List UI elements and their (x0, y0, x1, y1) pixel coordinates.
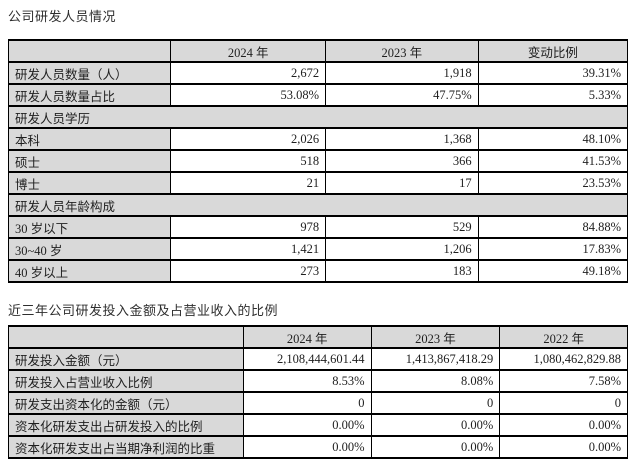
table-row: 本科 2,026 1,368 48.10% (7, 127, 629, 151)
section-label-cell: 研发人员年龄构成 (8, 193, 628, 217)
value-cell: 7.58% (499, 369, 628, 393)
row-label-cell: 研发支出资本化的金额（元） (8, 391, 244, 415)
table-header-row: 2024 年 2023 年 2022 年 (8, 325, 628, 349)
value-cell: 1,206 (325, 237, 479, 261)
value-cell: 47.75% (325, 83, 479, 107)
table-row: 研发投入金额（元） 2,108,444,601.44 1,413,867,418.2… (8, 347, 628, 371)
value-cell: 366 (325, 149, 479, 173)
table-header-row: 2024 年 2023 年变动比例 (7, 39, 629, 63)
value-cell: 17 (325, 171, 479, 195)
value-cell: 978 (170, 215, 327, 239)
rd-personnel-table: 2024 年 2023 年变动比例 研发人员数量（人） 2,672 1,918 39.3… (7, 39, 629, 283)
table-row: 研发人员数量占比 53.08% 47.75% 5.33% (7, 83, 629, 107)
table-row: 30~40 岁 1,421 1,206 17.83% (7, 237, 629, 261)
value-cell: 5.33% (477, 83, 629, 107)
row-label-cell: 研发人员数量（人） (7, 61, 172, 85)
column-header-cell: 2024 年 (170, 39, 327, 63)
column-header-cell: 变动比例 (477, 39, 629, 63)
value-cell: 1,368 (325, 127, 479, 151)
value-cell: 0 (499, 391, 628, 415)
table-row: 40 岁以上 273 183 49.18% (7, 259, 629, 283)
value-cell: 0.00% (242, 413, 372, 437)
row-label-cell: 研发人员数量占比 (7, 83, 172, 107)
value-cell: 23.53% (477, 171, 629, 195)
value-cell: 49.18% (477, 259, 629, 283)
rd-investment-table: 2024 年 2023 年 2022 年 研发投入金额（元） 2,108,444,60… (8, 325, 628, 459)
row-label-cell: 资本化研发支出占研发投入的比例 (8, 413, 244, 437)
value-cell: 1,918 (325, 61, 479, 85)
column-header-cell: 2023 年 (370, 325, 501, 349)
value-cell: 41.53% (477, 149, 629, 173)
value-cell: 0.00% (499, 435, 628, 459)
table-row: 资本化研发支出占研发投入的比例 0.00% 0.00% 0.00% (8, 413, 628, 437)
corner-header-cell (7, 39, 172, 63)
value-cell: 0.00% (370, 413, 501, 437)
value-cell: 183 (325, 259, 479, 283)
row-label-cell: 研发投入占营业收入比例 (8, 369, 244, 393)
value-cell: 0.00% (370, 435, 501, 459)
value-cell: 2,672 (170, 61, 327, 85)
value-cell: 1,421 (170, 237, 327, 261)
row-label-cell: 30~40 岁 (7, 237, 172, 261)
value-cell: 0.00% (242, 435, 372, 459)
value-cell: 518 (170, 149, 327, 173)
value-cell: 48.10% (477, 127, 629, 151)
section-row: 研发人员学历 (8, 105, 628, 129)
row-label-cell: 30 岁以下 (7, 215, 172, 239)
row-label-cell: 资本化研发支出占当期净利润的比重 (8, 435, 244, 459)
value-cell: 2,108,444,601.44 (242, 347, 372, 371)
value-cell: 1,080,462,829.88 (499, 347, 628, 371)
section-title-rd-investment: 近三年公司研发投入金额及占营业收入的比例 (8, 303, 279, 318)
value-cell: 39.31% (477, 61, 629, 85)
column-header-cell: 2024 年 (242, 325, 372, 349)
value-cell: 2,026 (170, 127, 327, 151)
value-cell: 17.83% (477, 237, 629, 261)
value-cell: 0.00% (499, 413, 628, 437)
row-label-cell: 研发投入金额（元） (8, 347, 244, 371)
value-cell: 0 (242, 391, 372, 415)
row-label-cell: 硕士 (7, 149, 172, 173)
table-row: 硕士 518 366 41.53% (7, 149, 629, 173)
table-row: 30 岁以下 978 529 84.88% (7, 215, 629, 239)
value-cell: 1,413,867,418.29 (370, 347, 501, 371)
table-row: 研发投入占营业收入比例 8.53% 8.08% 7.58% (8, 369, 628, 393)
table-row: 研发支出资本化的金额（元） 0 0 0 (8, 391, 628, 415)
section-row: 研发人员年龄构成 (8, 193, 628, 217)
row-label-cell: 博士 (7, 171, 172, 195)
value-cell: 8.08% (370, 369, 501, 393)
section-title-rd-personnel: 公司研发人员情况 (8, 9, 117, 24)
row-label-cell: 40 岁以上 (7, 259, 172, 283)
column-header-cell: 2023 年 (325, 39, 479, 63)
table-row: 资本化研发支出占当期净利润的比重 0.00% 0.00% 0.00% (8, 435, 628, 459)
document-page: 公司研发人员情况 2024 年 2023 年变动比例 研发人员数量（人） 2,672… (7, 9, 629, 459)
value-cell: 84.88% (477, 215, 629, 239)
corner-header-cell (8, 325, 244, 349)
column-header-cell: 2022 年 (499, 325, 628, 349)
value-cell: 8.53% (242, 369, 372, 393)
table-row: 博士 21 17 23.53% (7, 171, 629, 195)
value-cell: 53.08% (170, 83, 327, 107)
value-cell: 21 (170, 171, 327, 195)
value-cell: 0 (370, 391, 501, 415)
value-cell: 273 (170, 259, 327, 283)
row-label-cell: 本科 (7, 127, 172, 151)
table-row: 研发人员数量（人） 2,672 1,918 39.31% (7, 61, 629, 85)
value-cell: 529 (325, 215, 479, 239)
section-label-cell: 研发人员学历 (8, 105, 628, 129)
